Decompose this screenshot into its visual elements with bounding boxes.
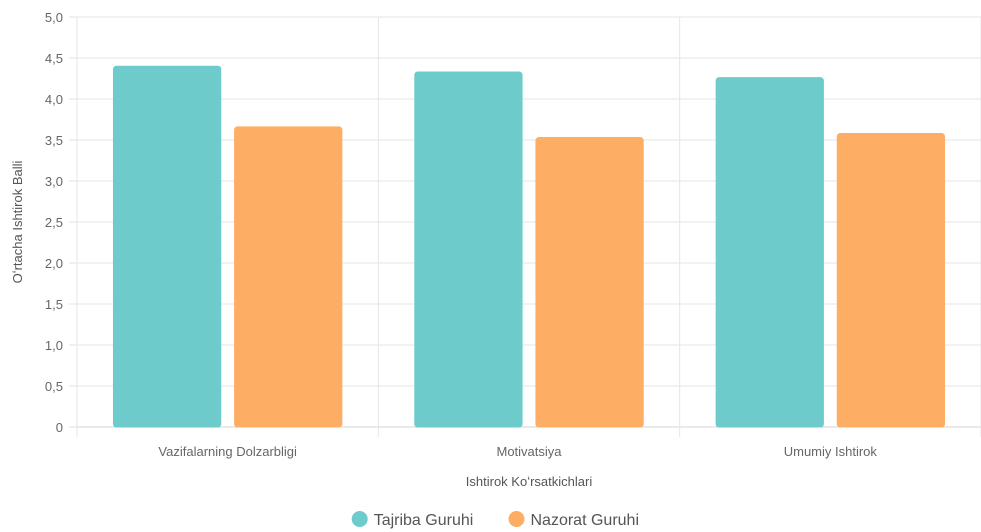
x-tick-label: Umumiy Ishtirok (784, 444, 878, 459)
x-axis-title: Ishtirok Koʻrsatkichlari (466, 474, 593, 489)
y-tick-label: 1,5 (45, 297, 63, 312)
bar-nazorat[interactable] (836, 132, 946, 428)
y-tick-label: 5,0 (45, 10, 63, 25)
y-tick-label: 2,0 (45, 256, 63, 271)
bar-tajriba[interactable] (414, 71, 523, 428)
legend-label[interactable]: Tajriba Guruhi (374, 512, 474, 529)
bar-nazorat[interactable] (535, 137, 644, 428)
y-tick-label: 1,0 (45, 338, 63, 353)
y-axis-title: Oʻrtacha Ishtirok Balli (10, 160, 25, 283)
legend-label[interactable]: Nazorat Guruhi (531, 512, 640, 529)
y-axis-ticks: 0 0,5 1,0 1,5 2,0 2,5 3,0 3,5 4,0 4,5 5,0 (45, 10, 63, 435)
bar-tajriba[interactable] (112, 65, 222, 428)
y-tick-label: 2,5 (45, 215, 63, 230)
grid-lines (69, 16, 981, 437)
y-tick-label: 0,5 (45, 379, 63, 394)
bar-tajriba[interactable] (715, 77, 824, 428)
y-tick-label: 3,5 (45, 133, 63, 148)
bar-nazorat[interactable] (234, 126, 343, 428)
bars (112, 65, 946, 428)
legend-marker (508, 511, 525, 527)
y-tick-label: 0 (56, 420, 63, 435)
x-tick-label: Vazifalarning Dolzarbligi (158, 444, 297, 459)
y-tick-label: 3,0 (45, 174, 63, 189)
legend: Tajriba Guruhi Nazorat Guruhi (351, 511, 640, 529)
y-tick-label: 4,5 (45, 51, 63, 66)
x-axis-ticks: Vazifalarning Dolzarbligi Motivatsiya Umum… (158, 444, 877, 459)
legend-marker (351, 511, 368, 527)
y-tick-label: 4,0 (45, 92, 63, 107)
x-tick-label: Motivatsiya (496, 444, 562, 459)
